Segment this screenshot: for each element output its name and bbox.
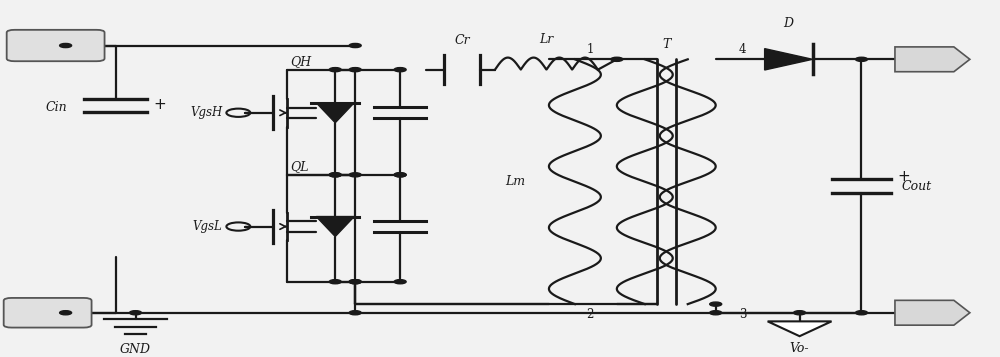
Polygon shape bbox=[316, 217, 354, 237]
Polygon shape bbox=[316, 103, 354, 123]
Circle shape bbox=[130, 311, 141, 315]
Circle shape bbox=[349, 173, 361, 177]
FancyBboxPatch shape bbox=[4, 298, 92, 328]
Text: Cr: Cr bbox=[454, 34, 470, 47]
Circle shape bbox=[329, 173, 341, 177]
Text: 4: 4 bbox=[739, 43, 746, 56]
Text: Vo-: Vo- bbox=[790, 342, 809, 355]
Text: Cin: Cin bbox=[46, 101, 68, 114]
Polygon shape bbox=[765, 49, 813, 70]
Circle shape bbox=[329, 173, 341, 177]
Circle shape bbox=[329, 280, 341, 284]
Circle shape bbox=[856, 311, 867, 315]
Text: 1: 1 bbox=[586, 43, 594, 56]
Polygon shape bbox=[895, 300, 970, 325]
FancyBboxPatch shape bbox=[7, 30, 105, 61]
Text: +: + bbox=[153, 97, 166, 112]
Circle shape bbox=[394, 173, 406, 177]
Circle shape bbox=[856, 57, 867, 61]
Circle shape bbox=[60, 311, 72, 315]
Text: Lm: Lm bbox=[505, 175, 525, 188]
Circle shape bbox=[349, 280, 361, 284]
Circle shape bbox=[394, 173, 406, 177]
Circle shape bbox=[794, 311, 806, 315]
Text: Cout: Cout bbox=[901, 180, 932, 192]
Circle shape bbox=[611, 57, 623, 61]
Text: GND: GND bbox=[120, 343, 151, 356]
Circle shape bbox=[349, 280, 361, 284]
Text: D: D bbox=[784, 17, 794, 30]
Circle shape bbox=[329, 67, 341, 72]
Text: 2: 2 bbox=[586, 308, 594, 321]
Circle shape bbox=[394, 280, 406, 284]
Text: Vo+: Vo+ bbox=[911, 53, 937, 66]
Text: +: + bbox=[897, 169, 910, 184]
Circle shape bbox=[60, 44, 72, 47]
Text: VgsL: VgsL bbox=[193, 220, 222, 233]
Circle shape bbox=[710, 311, 722, 315]
Text: Vin+: Vin+ bbox=[40, 39, 71, 52]
Text: Lr: Lr bbox=[539, 33, 554, 46]
Text: QH: QH bbox=[290, 55, 311, 68]
Polygon shape bbox=[768, 321, 832, 336]
Circle shape bbox=[710, 302, 722, 306]
Text: Vo-: Vo- bbox=[915, 306, 934, 319]
Text: VgsH: VgsH bbox=[190, 106, 222, 119]
Text: QL: QL bbox=[290, 160, 309, 173]
Text: T: T bbox=[662, 38, 670, 51]
Circle shape bbox=[349, 311, 361, 315]
Circle shape bbox=[349, 44, 361, 47]
Circle shape bbox=[349, 67, 361, 72]
Text: GND: GND bbox=[32, 306, 63, 319]
Circle shape bbox=[394, 67, 406, 72]
Polygon shape bbox=[895, 47, 970, 72]
Text: 3: 3 bbox=[739, 308, 746, 321]
